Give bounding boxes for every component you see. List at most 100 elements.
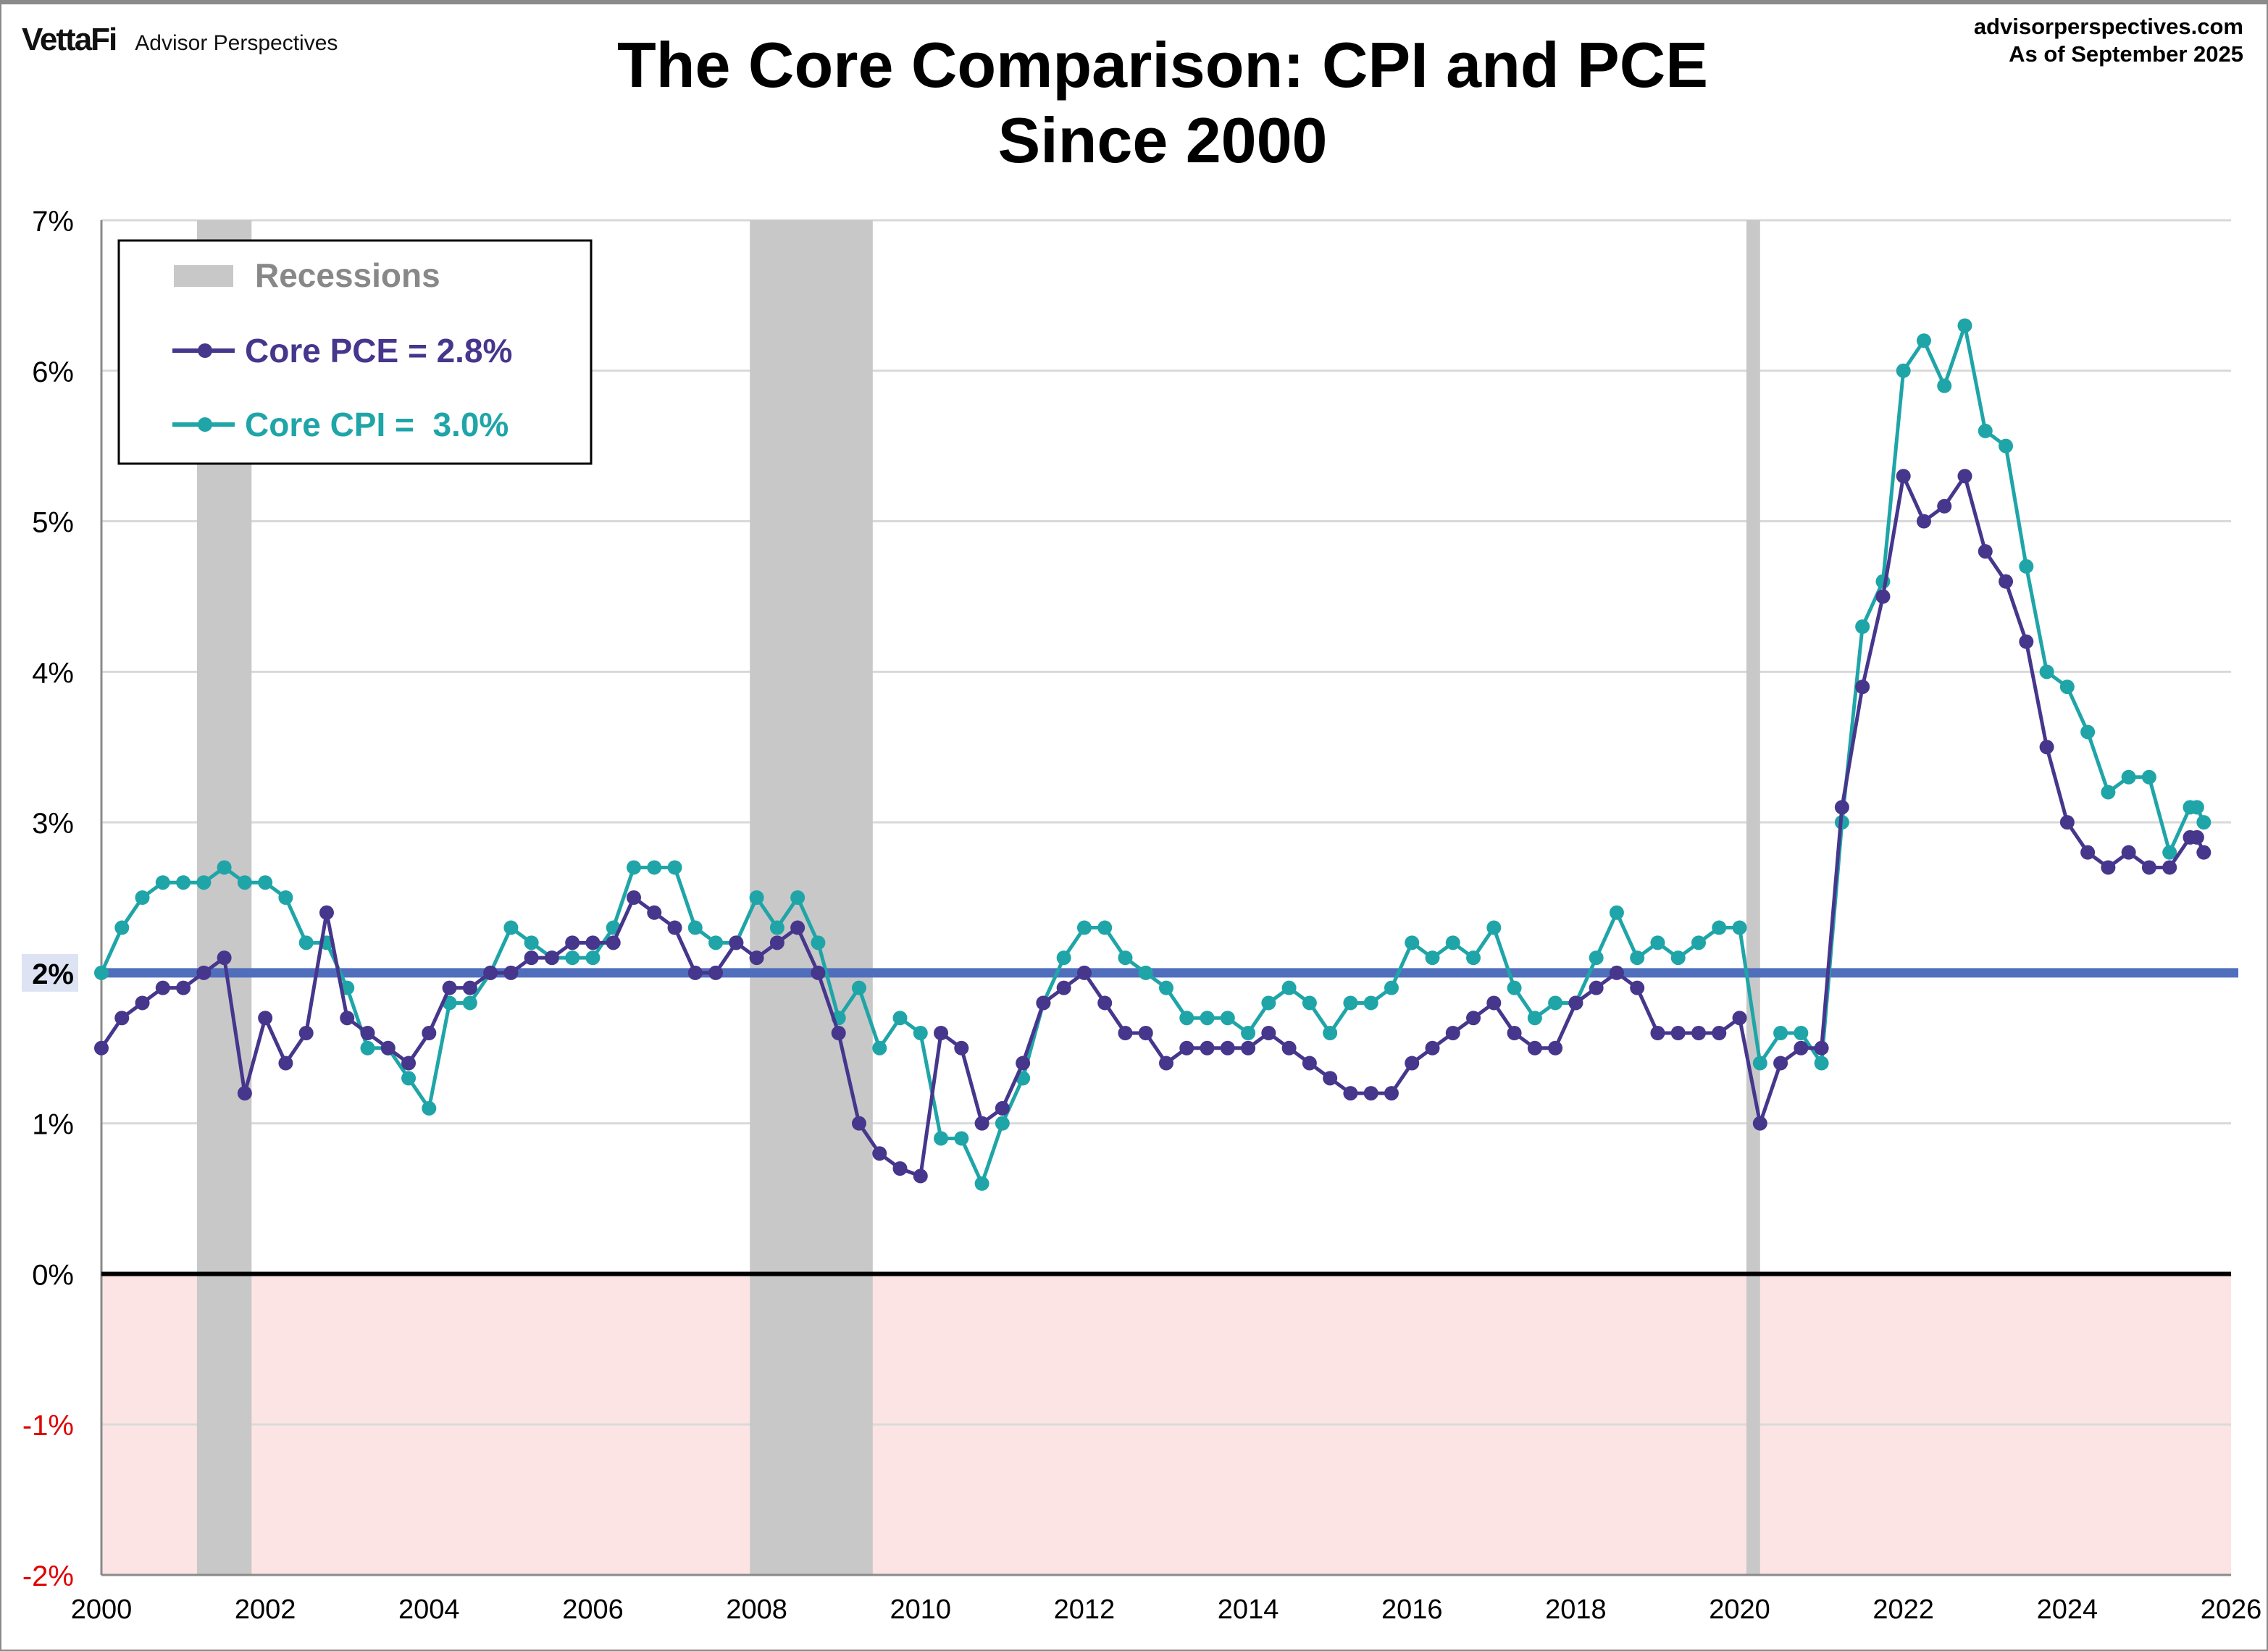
data-point [1302,995,1317,1011]
data-point [1056,980,1071,995]
data-point [1056,950,1071,966]
data-point [974,1116,989,1131]
data-point [1670,1026,1686,1040]
data-point [2121,769,2136,785]
data-point [892,1161,908,1176]
y-tick-label: -2% [22,1560,74,1592]
data-point [1076,965,1092,980]
data-point [483,965,498,980]
recession-band [1746,220,1760,1575]
data-point [1179,1040,1194,1056]
data-point [94,965,109,980]
x-tick-label: 2020 [1709,1594,1770,1625]
data-point [114,1011,130,1026]
chart-title-block: The Core Comparison: CPI and PCE Since 2… [0,28,2268,178]
data-point [2019,634,2034,649]
data-point [687,920,703,935]
data-point [217,950,232,966]
data-point [1896,363,1911,378]
data-point [442,980,457,995]
data-point [319,905,334,920]
data-point [1118,1026,1133,1040]
data-point [176,875,191,890]
data-point [2196,815,2211,830]
data-point [1752,1056,1767,1071]
data-point [2189,829,2204,845]
data-point [1036,995,1051,1011]
chart-subtitle: Since 2000 [997,104,1328,176]
data-point [1097,920,1113,935]
data-point [1363,995,1378,1011]
data-point [524,935,539,950]
data-point [1527,1040,1542,1056]
data-point [503,965,519,980]
data-point [954,1131,969,1146]
data-point [1957,318,1972,333]
data-point [1875,589,1891,604]
data-point [1076,920,1092,935]
data-point [1384,1086,1399,1101]
data-point [749,890,764,905]
data-point [1486,995,1502,1011]
data-point [1548,995,1563,1011]
data-point [1916,333,1931,348]
data-point [1118,950,1133,966]
data-point [1097,995,1113,1011]
data-point [954,1040,969,1056]
x-tick-label: 2016 [1381,1594,1443,1625]
data-point [1466,1011,1481,1026]
data-point [1978,423,1993,438]
legend-marker [198,417,212,432]
legend-recession-swatch [174,265,233,287]
data-point [1486,920,1502,935]
x-tick-label: 2014 [1218,1594,1279,1625]
data-point [1138,965,1153,980]
data-point [2039,664,2054,680]
legend-recessions-label: Recessions [255,256,440,294]
data-point [1200,1011,1215,1026]
data-point [380,1040,396,1056]
data-point [769,935,784,950]
data-point [749,950,764,966]
data-point [258,875,273,890]
y-tick-label: 7% [32,206,74,238]
data-point [934,1131,949,1146]
data-point [1159,1056,1173,1071]
data-point [1343,995,1358,1011]
data-point [2101,860,2116,875]
data-point [1855,680,1870,695]
data-point [811,935,826,950]
data-point [913,1169,928,1184]
data-point [217,860,232,875]
x-tick-label: 2018 [1545,1594,1607,1625]
data-point [1978,544,1993,559]
data-point [667,920,682,935]
data-point [1261,995,1276,1011]
logo-brand: VettaFi [22,22,117,57]
data-point [422,1026,437,1040]
data-point [1527,1011,1542,1026]
data-point [687,965,703,980]
data-point [1937,498,1952,514]
data-point [1773,1056,1788,1071]
legend-series-label: Core CPI = 3.0% [245,406,509,443]
data-point [1343,1086,1358,1101]
data-point [1405,935,1420,950]
data-point [176,980,191,995]
data-point [1159,980,1173,995]
data-point [94,1040,109,1056]
data-point [1241,1026,1256,1040]
data-point [278,1056,293,1071]
data-point [1957,469,1972,484]
data-point [1323,1071,1338,1086]
data-point [2162,845,2177,860]
data-point [1773,1026,1788,1040]
data-point [1814,1056,1829,1071]
reference-label-highlight [22,953,78,992]
data-point [627,860,641,875]
y-tick-label: 0% [32,1259,74,1291]
data-point [1220,1040,1235,1056]
data-point [872,1040,887,1056]
data-point [2121,845,2136,860]
